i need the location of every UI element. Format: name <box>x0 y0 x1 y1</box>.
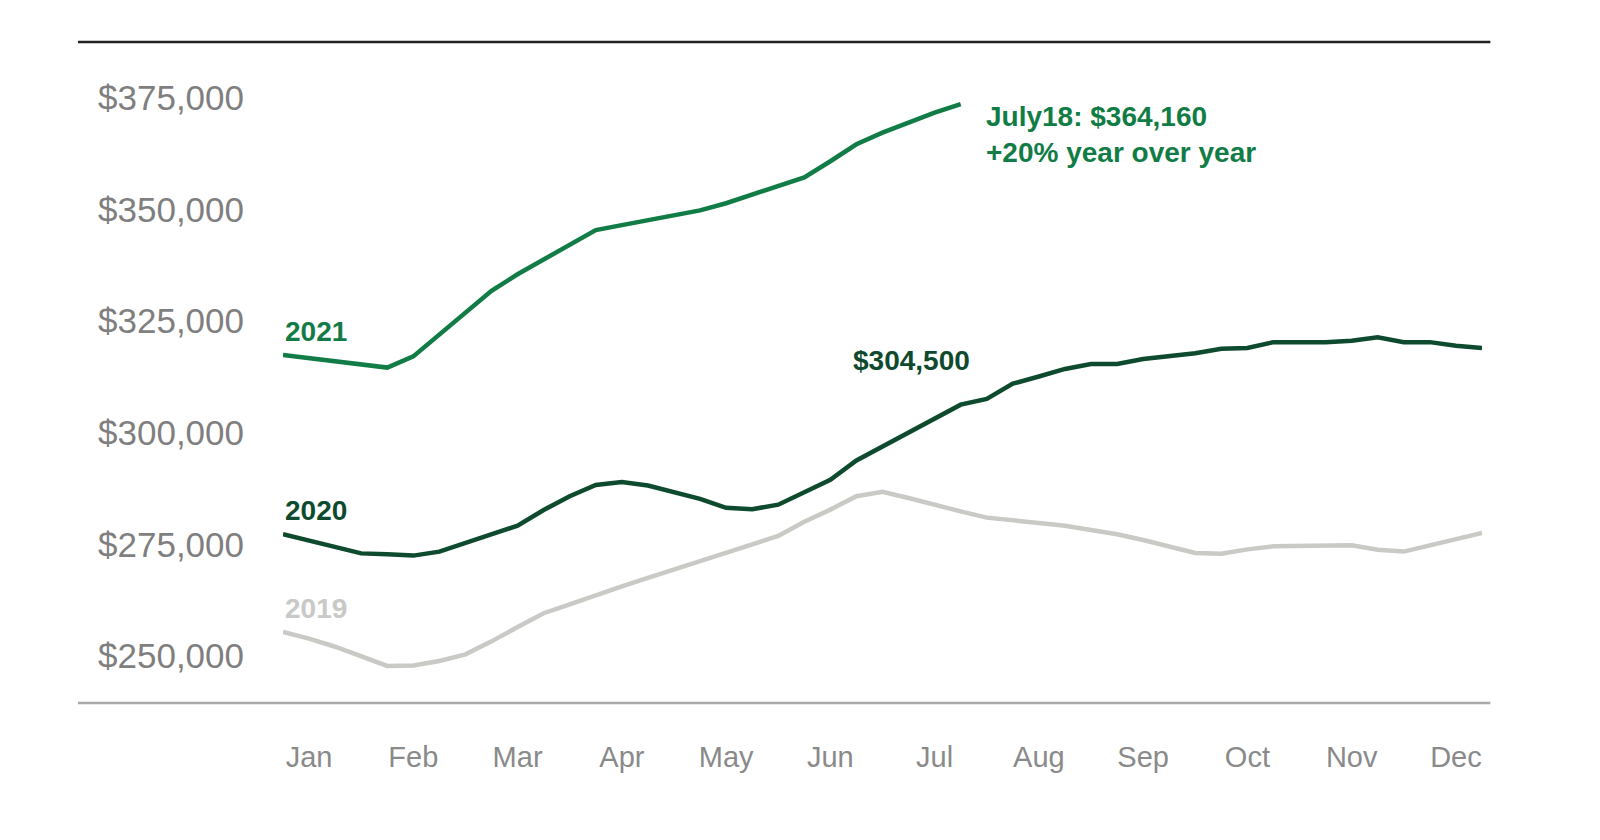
svg-text:$325,000: $325,000 <box>98 301 244 340</box>
svg-text:$304,500: $304,500 <box>853 345 970 376</box>
svg-text:2019: 2019 <box>285 593 347 624</box>
svg-text:2020: 2020 <box>285 495 347 526</box>
svg-text:Aug: Aug <box>1013 741 1065 773</box>
svg-text:July18: $364,160+20% year over: July18: $364,160+20% year over year <box>986 101 1256 168</box>
svg-text:Nov: Nov <box>1326 741 1378 773</box>
svg-text:$275,000: $275,000 <box>98 525 244 564</box>
svg-text:Mar: Mar <box>493 741 543 773</box>
svg-text:$350,000: $350,000 <box>98 190 244 229</box>
svg-text:$300,000: $300,000 <box>98 413 244 452</box>
svg-text:Apr: Apr <box>599 741 644 773</box>
svg-text:Jun: Jun <box>807 741 854 773</box>
svg-text:Dec: Dec <box>1430 741 1482 773</box>
svg-text:$375,000: $375,000 <box>98 78 244 117</box>
svg-text:Jul: Jul <box>916 741 953 773</box>
svg-text:May: May <box>699 741 754 773</box>
svg-text:Feb: Feb <box>388 741 438 773</box>
svg-text:2021: 2021 <box>285 316 347 347</box>
svg-text:$250,000: $250,000 <box>98 636 244 675</box>
svg-text:Oct: Oct <box>1225 741 1270 773</box>
svg-text:Jan: Jan <box>286 741 333 773</box>
svg-text:Sep: Sep <box>1117 741 1169 773</box>
